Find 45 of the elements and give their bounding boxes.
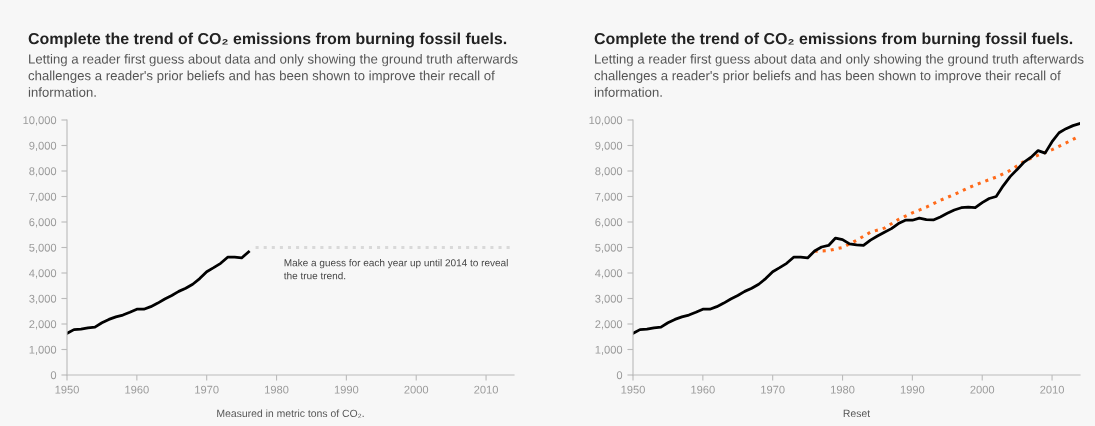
y-tick-label: 2,000 bbox=[29, 320, 57, 330]
y-tick-label: 3,000 bbox=[29, 294, 57, 304]
x-tick-label: 1990 bbox=[334, 385, 359, 394]
x-tick-label: 1980 bbox=[265, 385, 289, 394]
y-tick-label: 6,000 bbox=[29, 218, 57, 228]
y-tick-label: 9,000 bbox=[595, 141, 623, 151]
chart-subtitle: Letting a reader first guess about data and only showing the ground truth afterwards challenges a reader's prior beliefs and has been shown to improve their recall of information. bbox=[28, 54, 518, 97]
line-series bbox=[633, 122, 1080, 335]
chart-subtitle: Letting a reader first guess about data and only showing the ground truth afterwards challenges a reader's prior beliefs and has been shown to improve their recall of information. bbox=[594, 54, 1084, 97]
x-tick-label: 1950 bbox=[621, 385, 645, 394]
x-tick-label: 2010 bbox=[1040, 385, 1064, 394]
y-tick-label: 1,000 bbox=[29, 345, 57, 355]
chart-title: Complete the trend of CO₂ emissions from burning fossil fuels. bbox=[594, 32, 1073, 48]
y-tick-label: 1,000 bbox=[595, 345, 623, 355]
text: Measured in metric tons of CO₂. bbox=[217, 409, 364, 418]
x-tick-label: 1950 bbox=[55, 385, 79, 394]
x-tick-label: 1960 bbox=[125, 385, 149, 394]
y-tick-label: 9,000 bbox=[29, 141, 57, 151]
y-tick-label: 4,000 bbox=[29, 269, 57, 279]
y-tick-label: 10,000 bbox=[23, 116, 57, 126]
y-tick-label: 5,000 bbox=[29, 243, 57, 253]
y-tick-label: 4,000 bbox=[595, 269, 623, 279]
y-tick-label: 7,000 bbox=[29, 192, 57, 202]
annotation: Make a guess for each year up until 2014 to reveal the true trend. bbox=[283, 258, 508, 280]
y-tick-label: 0 bbox=[616, 371, 623, 380]
y-tick-label: 7,000 bbox=[595, 192, 623, 202]
x-tick-label: 1980 bbox=[831, 385, 855, 394]
x-tick-label: 1990 bbox=[900, 385, 925, 394]
x-tick-label: 1970 bbox=[761, 385, 785, 394]
y-tick-label: 5,000 bbox=[595, 243, 623, 253]
y-tick-label: 2,000 bbox=[595, 320, 623, 330]
x-tick-label: 2000 bbox=[970, 385, 995, 394]
y-tick-label: 8,000 bbox=[595, 167, 623, 177]
y-tick-label: 0 bbox=[50, 371, 57, 380]
x-tick-label: 2000 bbox=[404, 385, 429, 394]
y-tick-label: 8,000 bbox=[29, 167, 57, 177]
y-tick-label: 6,000 bbox=[595, 218, 623, 228]
text: Reset bbox=[843, 409, 871, 418]
y-tick-label: 10,000 bbox=[589, 116, 623, 126]
y-tick-label: 3,000 bbox=[595, 294, 623, 304]
chart-title: Complete the trend of CO₂ emissions from burning fossil fuels. bbox=[28, 32, 507, 48]
line-series bbox=[67, 250, 250, 335]
x-tick-label: 2010 bbox=[474, 385, 498, 394]
x-tick-label: 1960 bbox=[691, 385, 715, 394]
x-tick-label: 1970 bbox=[195, 385, 219, 394]
